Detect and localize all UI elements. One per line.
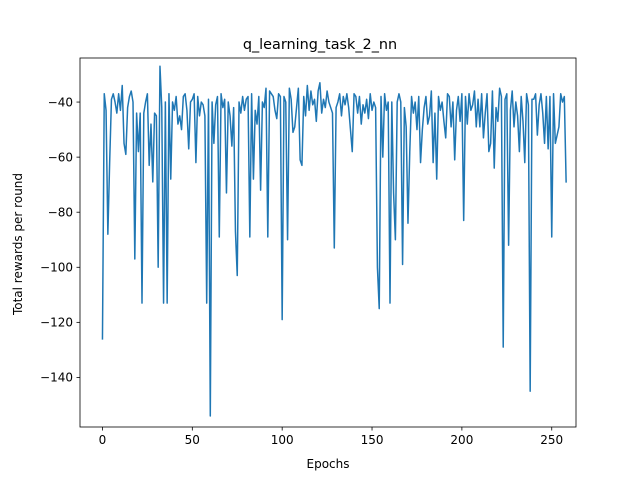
x-tick-label: 0 [99,433,107,447]
x-axis-label: Epochs [307,457,350,471]
y-tick-label: −120 [40,316,73,330]
x-tick-label: 100 [271,433,294,447]
plot-area [101,65,567,417]
x-tick-label: 50 [185,433,200,447]
axes-frame [79,57,577,428]
y-tick-label: −60 [48,150,73,164]
y-tick-label: −100 [40,261,73,275]
series-line [101,65,567,417]
y-tick-label: −80 [48,206,73,220]
y-tick-label: −140 [40,371,73,385]
x-tick-label: 250 [540,433,563,447]
y-axis-label: Total rewards per round [11,173,25,316]
chart-title: q_learning_task_2_nn [243,37,397,53]
y-tick-label: −40 [48,95,73,109]
x-tick-label: 150 [361,433,384,447]
x-tick-label: 200 [450,433,473,447]
axes: 0 50 100 150 200 250 −140 −120 −100 −80 −60 −40 [40,57,577,447]
